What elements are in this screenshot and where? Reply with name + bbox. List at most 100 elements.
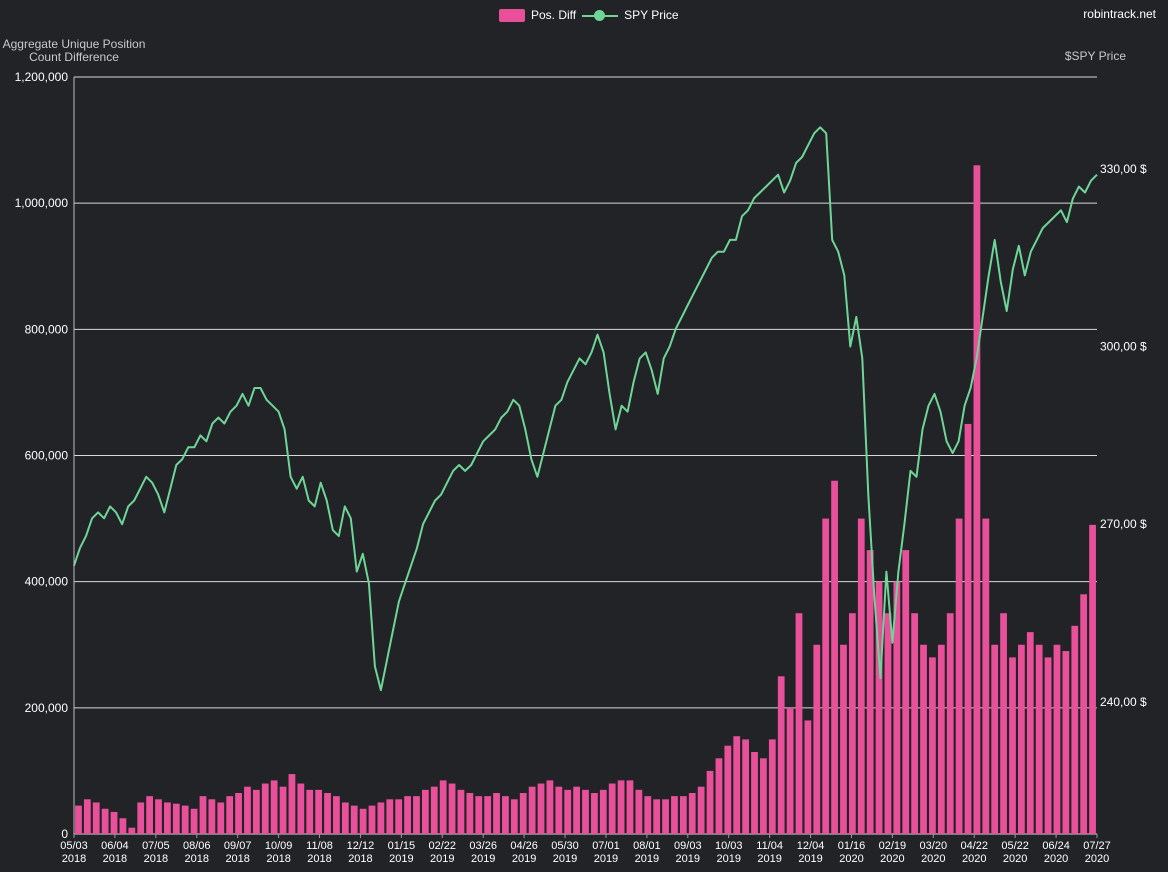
brand-label[interactable]: robintrack.net (1083, 7, 1156, 21)
left-tick-label: 1,000,000 (15, 196, 69, 210)
pos-diff-swatch (499, 8, 525, 22)
spy-price-swatch (582, 9, 619, 22)
left-tick-label: 800,000 (25, 322, 69, 336)
pos-diff-bar (244, 786, 251, 834)
pos-diff-bar (101, 808, 109, 834)
pos-diff-bar (1018, 644, 1025, 834)
pos-diff-bar (991, 644, 999, 834)
pos-diff-bar (1035, 644, 1043, 834)
pos-diff-bar (315, 789, 323, 834)
pos-diff-bar (341, 802, 349, 834)
pos-diff-bar (760, 758, 767, 834)
pos-diff-bar (110, 811, 118, 834)
pos-diff-bar (706, 770, 714, 834)
x-tick-date: 11/08 (306, 840, 333, 852)
x-tick-year: 2019 (594, 853, 618, 865)
pos-diff-bar (813, 644, 821, 834)
pos-diff-bar (252, 789, 260, 834)
pos-diff-bar (270, 780, 278, 834)
pos-diff-bar (591, 792, 598, 834)
x-tick-date: 12/12 (347, 840, 375, 852)
pos-diff-bar (395, 799, 403, 834)
pos-diff-bar (644, 796, 652, 834)
pos-diff-bar (697, 786, 705, 834)
right-axis-ticks: 240,00 $ 270,00 $ 300,00 $ 330,00 $ (1100, 162, 1147, 709)
pos-diff-bar (929, 657, 936, 834)
pos-diff-bar (164, 802, 171, 834)
left-tick-label: 0 (61, 827, 68, 841)
x-tick-year: 2018 (348, 853, 372, 865)
x-tick-date: 07/05 (142, 840, 170, 852)
pos-diff-bar (181, 805, 189, 834)
pos-diff-bar (617, 780, 625, 834)
pos-diff-bar (848, 613, 856, 834)
x-tick-date: 02/19 (879, 840, 907, 852)
left-tick-label: 200,000 (25, 701, 69, 715)
x-tick-date: 07/01 (592, 840, 620, 852)
pos-diff-bar (955, 518, 963, 834)
pos-diff-bar (964, 423, 972, 834)
x-tick-year: 2019 (512, 853, 536, 865)
x-tick-year: 2020 (1085, 853, 1109, 865)
pos-diff-bar (911, 613, 919, 834)
legend-item-spy-price[interactable]: SPY Price (582, 8, 679, 22)
x-tick-year: 2020 (1003, 853, 1027, 865)
pos-diff-bar (377, 802, 385, 834)
pos-diff-bar (519, 792, 527, 834)
spy-price-path (73, 126, 1098, 692)
pos-diff-bar (235, 792, 242, 834)
pos-diff-bar (777, 676, 785, 834)
x-tick-date: 11/04 (756, 840, 783, 852)
x-tick-date: 03/20 (920, 840, 948, 852)
pos-diff-bar (893, 581, 901, 834)
x-tick-year: 2019 (635, 853, 659, 865)
x-axis-ticks: 05/03201806/04201807/05201808/06201809/0… (60, 834, 1111, 865)
pos-diff-bar (635, 789, 643, 834)
x-tick-year: 2018 (144, 853, 168, 865)
pos-diff-bar (1080, 594, 1088, 834)
x-tick-date: 09/03 (674, 840, 702, 852)
pos-diff-bar (751, 751, 758, 834)
pos-diff-bars (75, 165, 1096, 835)
x-tick-year: 2019 (553, 853, 577, 865)
pos-diff-bar (662, 799, 669, 834)
pos-diff-bar (128, 827, 136, 834)
legend-item-pos-diff[interactable]: Pos. Diff (499, 8, 576, 22)
pos-diff-bar (679, 796, 687, 834)
x-tick-date: 09/07 (224, 840, 252, 852)
x-tick-year: 2019 (389, 853, 413, 865)
x-tick-year: 2020 (880, 853, 904, 865)
pos-diff-bar (822, 518, 830, 834)
pos-diff-bar (626, 780, 634, 834)
x-tick-date: 08/01 (633, 840, 661, 852)
right-tick-label: 300,00 $ (1100, 340, 1147, 354)
pos-diff-bar (137, 802, 145, 834)
pos-diff-bar (306, 789, 314, 834)
pos-diff-bar (671, 796, 678, 834)
pos-diff-bar (599, 789, 607, 834)
x-tick-date: 01/15 (388, 840, 416, 852)
pos-diff-bar (1044, 657, 1052, 834)
pos-diff-bar (217, 802, 225, 834)
x-tick-date: 12/04 (797, 840, 825, 852)
x-tick-date: 05/22 (1001, 840, 1029, 852)
x-tick-year: 2020 (962, 853, 986, 865)
pos-diff-bar (75, 805, 82, 834)
legend: Pos. Diff SPY Price (499, 6, 679, 24)
pos-diff-bar (866, 550, 874, 834)
pos-diff-bar (484, 796, 492, 834)
pos-diff-bar (404, 796, 411, 834)
spy-price-line (73, 126, 1098, 692)
pos-diff-bar (83, 799, 91, 834)
pos-diff-bar (973, 165, 981, 835)
x-tick-date: 06/24 (1042, 840, 1070, 852)
pos-diff-bar (920, 644, 927, 834)
pos-diff-bar (786, 707, 794, 834)
pos-diff-bar (324, 792, 331, 834)
legend-label-spy-price: SPY Price (624, 8, 679, 22)
pos-diff-bar (608, 783, 616, 834)
x-tick-year: 2018 (103, 853, 127, 865)
pos-diff-bar (902, 550, 910, 834)
pos-diff-bar (537, 783, 545, 834)
x-tick-year: 2018 (185, 853, 209, 865)
